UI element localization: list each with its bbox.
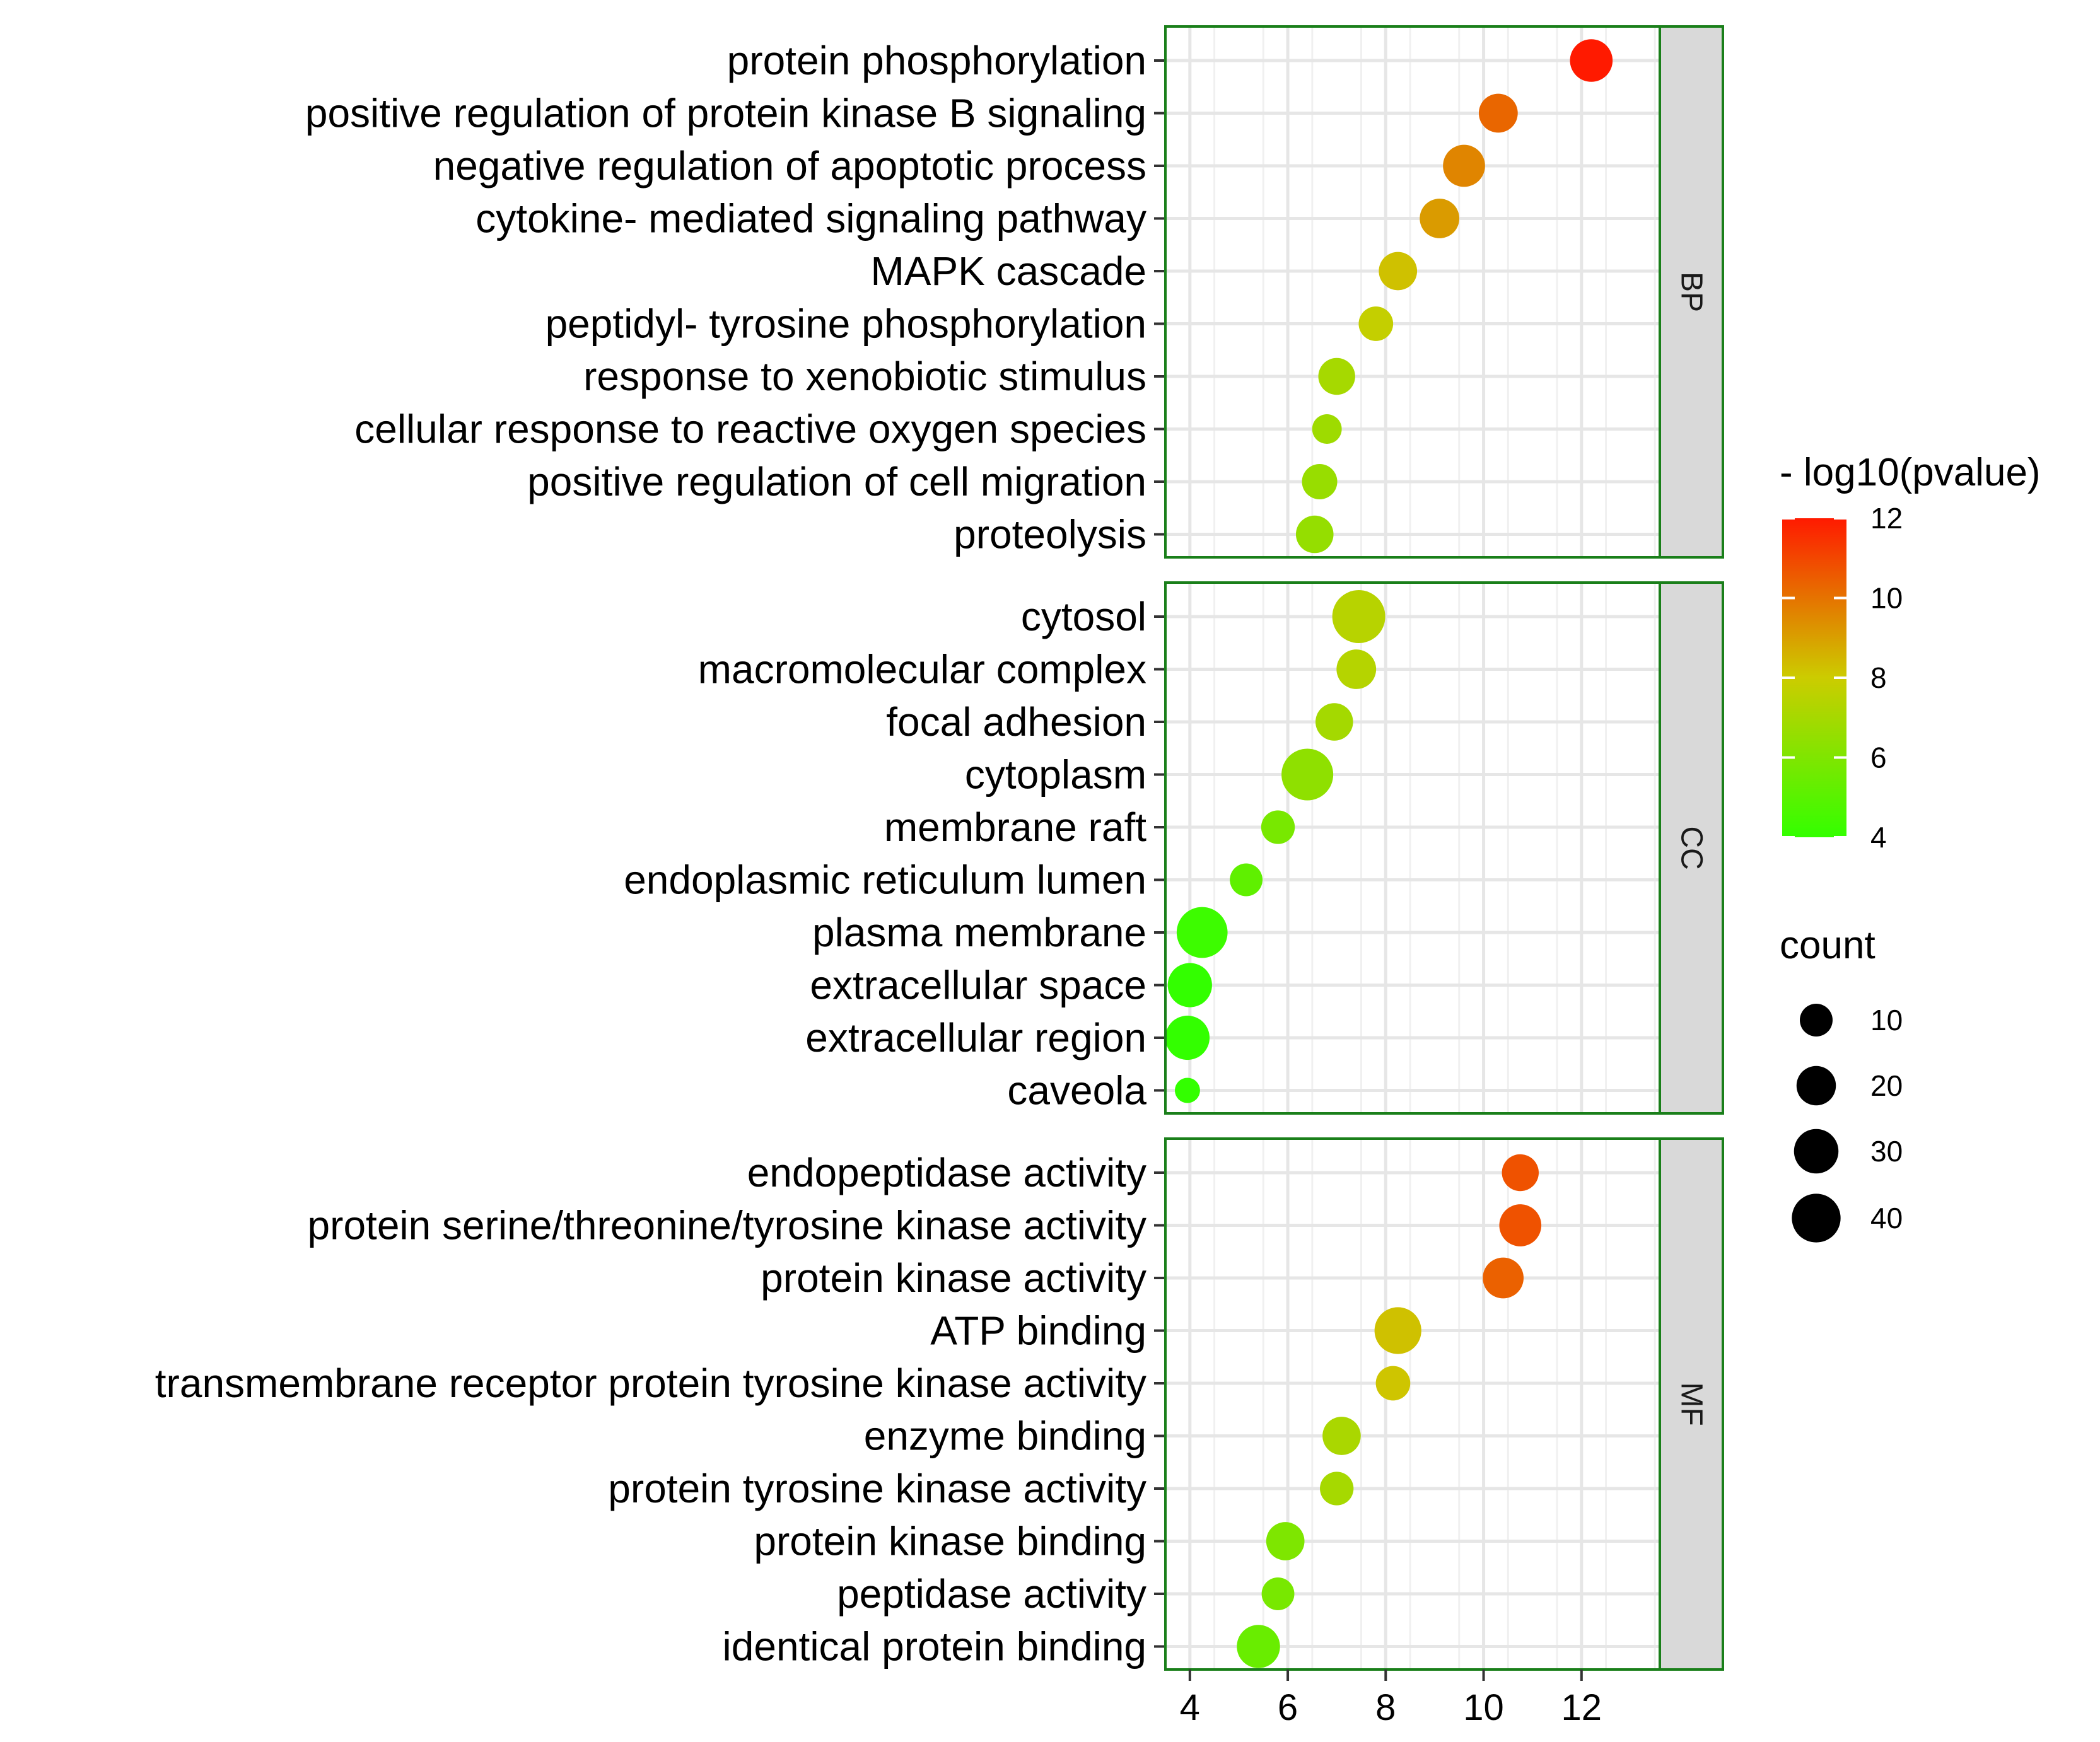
data-point: [1379, 252, 1418, 291]
data-point: [1420, 199, 1460, 238]
panel-background: [1165, 26, 1660, 557]
term-label: cytosol: [1021, 594, 1146, 639]
data-point: [1443, 144, 1485, 187]
term-label: macromolecular complex: [698, 647, 1146, 692]
term-label: proteolysis: [954, 512, 1146, 557]
term-label: ATP binding: [930, 1308, 1146, 1354]
term-label: response to xenobiotic stimulus: [583, 354, 1146, 399]
x-tick-label: 10: [1463, 1687, 1504, 1728]
size-legend-label: 20: [1870, 1069, 1903, 1102]
data-point: [1322, 1417, 1361, 1455]
data-point: [1281, 748, 1334, 801]
data-point: [1318, 357, 1355, 395]
data-point: [1266, 1522, 1305, 1560]
term-label: protein kinase binding: [754, 1519, 1146, 1564]
color-legend-tick-label: 10: [1870, 582, 1903, 615]
size-legend-dot: [1792, 1193, 1841, 1243]
term-label: peptidyl- tyrosine phosphorylation: [545, 301, 1146, 347]
data-point: [1374, 1307, 1421, 1354]
term-label: cellular response to reactive oxygen spe…: [354, 407, 1146, 452]
panels-layer: protein phosphorylation positive regulati…: [155, 25, 1724, 1671]
term-label: focal adhesion: [886, 699, 1146, 745]
term-label: identical protein binding: [723, 1624, 1146, 1669]
term-label: positive regulation of protein kinase B …: [305, 91, 1146, 136]
term-label: cytokine- mediated signaling pathway: [475, 196, 1146, 241]
term-label: cytoplasm: [965, 752, 1146, 798]
facet-strip-label: BP: [1675, 272, 1708, 312]
facet-strip-label: CC: [1675, 826, 1708, 869]
term-label: protein serine/threonine/tyrosine kinase…: [308, 1203, 1146, 1248]
size-legend-dot: [1800, 1004, 1833, 1036]
term-label: peptidase activity: [837, 1571, 1146, 1617]
legend: - log10(pvalue) count 4 6 8 10 12 10 20 30 40: [1780, 451, 2041, 1243]
color-legend-tick-label: 6: [1870, 741, 1887, 774]
term-label: endoplasmic reticulum lumen: [624, 857, 1146, 903]
term-label: protein phosphorylation: [727, 38, 1146, 83]
data-point: [1167, 963, 1212, 1007]
data-point: [1320, 1472, 1354, 1506]
term-label: protein kinase activity: [761, 1255, 1146, 1301]
data-point: [1502, 1154, 1539, 1192]
term-label: plasma membrane: [812, 910, 1146, 955]
color-legend-tick-label: 8: [1870, 661, 1887, 694]
size-legend-title: count: [1780, 924, 1875, 967]
panel-background: [1165, 1139, 1660, 1669]
size-legend-dot: [1796, 1066, 1836, 1106]
data-point: [1174, 1077, 1200, 1103]
facet-strip-label: MF: [1675, 1382, 1708, 1426]
data-point: [1499, 1204, 1542, 1246]
term-label: caveola: [1007, 1068, 1146, 1113]
data-point: [1302, 464, 1338, 499]
size-legend-label: 30: [1870, 1135, 1903, 1168]
term-label: extracellular space: [810, 963, 1146, 1008]
size-legend-label: 40: [1870, 1202, 1903, 1234]
x-axis: 4 6 8 10 12: [1180, 1669, 1602, 1728]
x-tick-label: 4: [1180, 1687, 1200, 1728]
term-label: transmembrane receptor protein tyrosine …: [155, 1361, 1146, 1406]
data-point: [1483, 1257, 1524, 1299]
x-tick-label: 6: [1278, 1687, 1298, 1728]
panel-bp: protein phosphorylation positive regulati…: [305, 25, 1724, 559]
term-label: extracellular region: [805, 1015, 1146, 1060]
data-point: [1570, 39, 1613, 82]
data-point: [1478, 93, 1518, 133]
data-point: [1358, 306, 1394, 341]
data-point: [1332, 590, 1385, 643]
term-label: endopeptidase activity: [747, 1150, 1146, 1195]
facet-strip: [1659, 581, 1724, 1115]
term-label: positive regulation of cell migration: [527, 459, 1146, 504]
panel-background: [1165, 583, 1660, 1113]
data-point: [1295, 515, 1334, 554]
panel-mf: endopeptidase activity protein serine/thr…: [155, 1137, 1724, 1671]
data-point: [1230, 863, 1263, 897]
term-label: negative regulation of apoptotic process: [433, 143, 1146, 189]
term-label: MAPK cascade: [870, 248, 1146, 294]
facet-strip: [1659, 1137, 1724, 1671]
data-point: [1336, 649, 1377, 689]
term-label: enzyme binding: [864, 1414, 1146, 1459]
term-label: protein tyrosine kinase activity: [608, 1466, 1146, 1511]
data-point: [1261, 1577, 1295, 1610]
data-point: [1315, 703, 1353, 741]
term-label: membrane raft: [884, 804, 1146, 850]
data-point: [1375, 1366, 1411, 1401]
color-legend-tick-label: 12: [1870, 502, 1903, 535]
facet-strip: [1659, 25, 1724, 559]
data-point: [1261, 810, 1295, 844]
size-legend-label: 10: [1870, 1004, 1903, 1036]
data-point: [1237, 1625, 1280, 1668]
data-point: [1312, 414, 1342, 444]
color-legend-title: - log10(pvalue): [1780, 451, 2041, 494]
data-point: [1165, 1015, 1210, 1060]
color-legend-tick-label: 4: [1870, 821, 1887, 854]
panel-cc: cytosol macromolecular complex focal adhes…: [624, 581, 1724, 1115]
size-legend-dot: [1794, 1129, 1839, 1174]
x-tick-label: 12: [1561, 1687, 1602, 1728]
x-tick-label: 8: [1375, 1687, 1396, 1728]
data-point: [1176, 907, 1228, 958]
